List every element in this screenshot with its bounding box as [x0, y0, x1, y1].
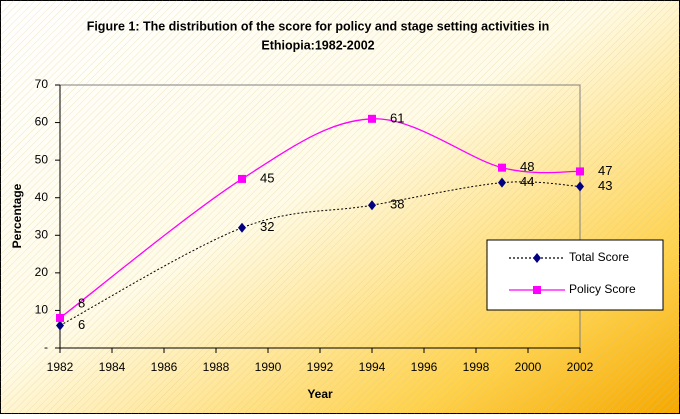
series-line [59, 181, 581, 326]
y-tick-label: 30 [35, 227, 49, 241]
chart-title: Figure 1: The distribution of the score … [87, 19, 550, 33]
legend-label: Total Score [569, 250, 629, 264]
y-tick-label: 70 [35, 77, 49, 91]
x-tick-label: 1990 [255, 360, 282, 374]
legend-marker [533, 286, 541, 294]
x-tick-label: 1982 [47, 360, 74, 374]
data-label: 61 [390, 110, 404, 125]
x-tick-label: 1992 [307, 360, 334, 374]
legend-label: Policy Score [569, 282, 636, 296]
legend-box [486, 239, 664, 311]
x-tick-label: 1996 [411, 360, 438, 374]
x-tick-label: 1994 [359, 360, 386, 374]
x-tick-label: 2000 [515, 360, 542, 374]
chart-title: Ethiopia:1982-2002 [261, 38, 374, 52]
data-label: 6 [78, 317, 85, 332]
data-point [238, 222, 246, 233]
x-tick-label: 1984 [99, 360, 126, 374]
y-tick-label: 60 [35, 115, 49, 129]
data-label: 32 [260, 219, 274, 234]
y-axis-title: Percentage [10, 183, 24, 248]
x-tick-label: 1998 [463, 360, 490, 374]
data-label: 44 [520, 174, 534, 189]
y-tick-label: 50 [35, 152, 49, 166]
x-tick-label: 2002 [567, 360, 594, 374]
x-tick-label: 1986 [151, 360, 178, 374]
data-point [498, 177, 506, 188]
y-tick-label: 40 [35, 190, 49, 204]
data-label: 48 [520, 159, 534, 174]
data-label: 45 [260, 170, 274, 185]
data-point [56, 320, 64, 331]
data-label: 47 [598, 163, 612, 178]
data-point [56, 313, 64, 322]
data-point [238, 174, 246, 183]
legend-marker [533, 253, 541, 263]
data-label: 38 [390, 197, 404, 212]
data-label: 8 [78, 295, 85, 310]
x-axis-title: Year [307, 387, 333, 401]
x-tick-label: 1988 [203, 360, 230, 374]
y-tick-label: - [44, 340, 48, 354]
data-point [368, 200, 376, 211]
y-tick-label: 10 [35, 303, 49, 317]
data-label: 43 [598, 178, 612, 193]
data-point [576, 181, 584, 192]
data-point [498, 163, 506, 172]
y-tick-label: 20 [35, 265, 49, 279]
data-point [368, 114, 376, 123]
data-point [576, 167, 584, 176]
